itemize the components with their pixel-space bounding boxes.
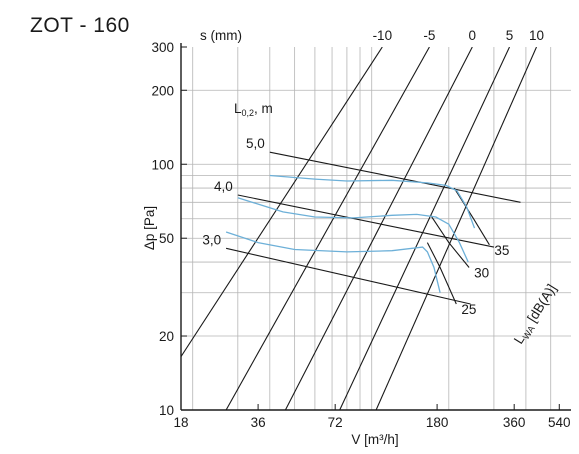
x-tick-label: 72 xyxy=(328,415,343,430)
setting-line xyxy=(284,47,473,410)
sound-line xyxy=(453,187,490,246)
x-tick-label: 540 xyxy=(548,415,571,430)
sound-line-label: 30 xyxy=(474,266,489,281)
throw-line xyxy=(237,194,495,248)
sound-line-label: 35 xyxy=(494,243,509,258)
throw-line xyxy=(225,247,471,305)
throw-axis-label: L0,2, m xyxy=(234,101,273,118)
throw-line-label: 5,0 xyxy=(246,136,265,151)
y-tick-label: 50 xyxy=(159,231,174,246)
x-tick-label: 180 xyxy=(426,415,449,430)
top-axis-tick-label: -5 xyxy=(423,28,435,43)
x-axis-label: V [m³/h] xyxy=(351,432,398,447)
sound-axis-label: LWA [dB(A)] xyxy=(511,281,561,347)
setting-line xyxy=(181,47,383,357)
top-axis-tick-label: 0 xyxy=(469,28,477,43)
y-tick-label: 200 xyxy=(151,83,174,98)
top-axis-tick-label: 10 xyxy=(529,28,544,43)
top-axis-tick-label: 5 xyxy=(506,28,514,43)
y-tick-label: 10 xyxy=(159,403,174,418)
throw-line xyxy=(269,151,521,203)
setting-line xyxy=(339,47,510,410)
flow-curve xyxy=(237,197,469,263)
plot-area xyxy=(181,47,538,410)
x-tick-label: 360 xyxy=(503,415,526,430)
x-tick-label: 36 xyxy=(251,415,266,430)
sound-line-label: 25 xyxy=(461,302,476,317)
setting-line xyxy=(375,47,538,410)
y-tick-label: 100 xyxy=(151,157,174,172)
y-axis-label: Δp [Pa] xyxy=(142,206,157,250)
y-tick-label: 20 xyxy=(159,329,174,344)
sound-line xyxy=(430,214,470,268)
flow-curve xyxy=(269,174,476,229)
sound-line xyxy=(426,242,457,305)
throw-line-label: 4,0 xyxy=(214,179,233,194)
y-tick-label: 300 xyxy=(151,40,174,55)
x-tick-label: 18 xyxy=(173,415,188,430)
throw-line-label: 3,0 xyxy=(202,232,221,247)
setting-line xyxy=(225,47,430,410)
top-axis-label: s (mm) xyxy=(200,28,242,43)
flow-curve xyxy=(225,231,441,293)
chart-title: ZOT - 160 xyxy=(30,14,130,37)
top-axis-tick-label: -10 xyxy=(373,28,393,43)
